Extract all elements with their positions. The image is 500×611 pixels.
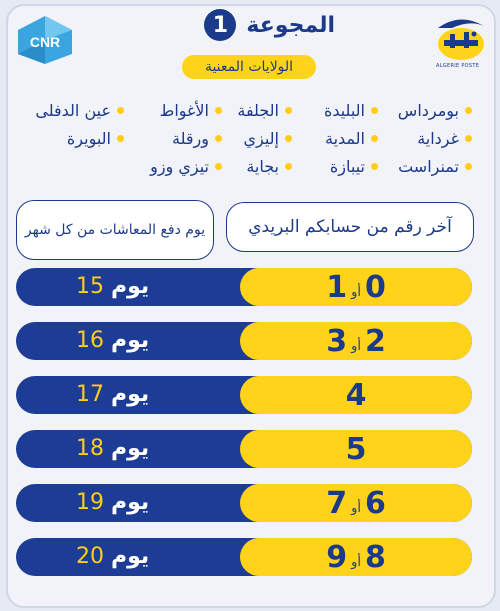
- day-label: يوم 17: [76, 382, 150, 407]
- bullet-dot: [117, 134, 124, 142]
- bullet-dot: [285, 162, 292, 170]
- province-item: البليدة: [324, 98, 378, 122]
- schedule-row: يوم 15 0 أو 1: [16, 268, 472, 306]
- bullet-dot: [465, 106, 472, 114]
- province-item: ورقلة: [172, 126, 222, 150]
- province-item: إليزي: [244, 126, 292, 150]
- province-item: المدية: [325, 126, 378, 150]
- schedule-row: يوم 18 5: [16, 430, 472, 468]
- province-item: الأغواط: [160, 98, 222, 122]
- digit-bar: [240, 322, 472, 360]
- title: المجوعة: [246, 12, 335, 38]
- province-item: البويرة: [67, 126, 124, 150]
- bullet-dot: [371, 106, 378, 114]
- schedule-row: يوم 16 2 أو 3: [16, 322, 472, 360]
- digit-bar: [240, 430, 472, 468]
- title-group: المجوعة 1: [175, 8, 335, 42]
- province-item: تيزي وزو: [150, 154, 222, 178]
- digit-bar: [240, 484, 472, 522]
- bullet-dot: [215, 162, 222, 170]
- digit-group: 8 أو 9: [326, 539, 386, 575]
- digit-group: 4: [345, 377, 367, 413]
- digit-group: 0 أو 1: [326, 269, 386, 305]
- bullet-dot: [371, 134, 378, 142]
- subtitle-pill: الولايات المعنية: [182, 55, 316, 79]
- province-item: الجلفة: [237, 98, 292, 122]
- digit-group: 6 أو 7: [326, 485, 386, 521]
- day-label: يوم 15: [76, 274, 150, 299]
- province-item: غرداية: [417, 126, 472, 150]
- schedule-row: يوم 17 4: [16, 376, 472, 414]
- province-item: عين الدفلى: [35, 98, 124, 122]
- bullet-dot: [465, 134, 472, 142]
- day-label: يوم 16: [76, 328, 150, 353]
- schedule-row: يوم 19 6 أو 7: [16, 484, 472, 522]
- bullet-dot: [465, 162, 472, 170]
- algerie-poste-logo: ALGERIE POSTE: [430, 14, 490, 76]
- bullet-dot: [285, 134, 292, 142]
- digit-bar: [240, 376, 472, 414]
- bullet-dot: [117, 106, 124, 114]
- day-label: يوم 20: [76, 544, 150, 569]
- day-label: يوم 18: [76, 436, 150, 461]
- digit-bar: [240, 268, 472, 306]
- cnr-logo-text: CNR: [30, 34, 60, 50]
- province-item: بومرداس: [398, 98, 472, 122]
- day-label: يوم 19: [76, 490, 150, 515]
- provinces-list: بومرداس البليدة الجلفة الأغواط عين الدفل…: [10, 98, 490, 180]
- digit-bar: [240, 538, 472, 576]
- bullet-dot: [285, 106, 292, 114]
- bullet-dot: [215, 106, 222, 114]
- province-item: تمنراست: [398, 154, 472, 178]
- bullet-dot: [215, 134, 222, 142]
- province-item: بجاية: [246, 154, 292, 178]
- poste-brand-text: ALGERIE POSTE: [436, 63, 480, 69]
- account-digit-header: آخر رقم من حسابكم البريدي: [226, 202, 474, 252]
- province-item: تيبازة: [330, 154, 378, 178]
- payment-day-header: يوم دفع المعاشات من كل شهر: [16, 200, 214, 260]
- schedule-row: يوم 20 8 أو 9: [16, 538, 472, 576]
- cnr-logo: CNR: [14, 14, 76, 66]
- group-number-badge: 1: [204, 9, 237, 41]
- digit-group: 5: [345, 431, 367, 467]
- digit-group: 2 أو 3: [326, 323, 386, 359]
- bullet-dot: [371, 162, 378, 170]
